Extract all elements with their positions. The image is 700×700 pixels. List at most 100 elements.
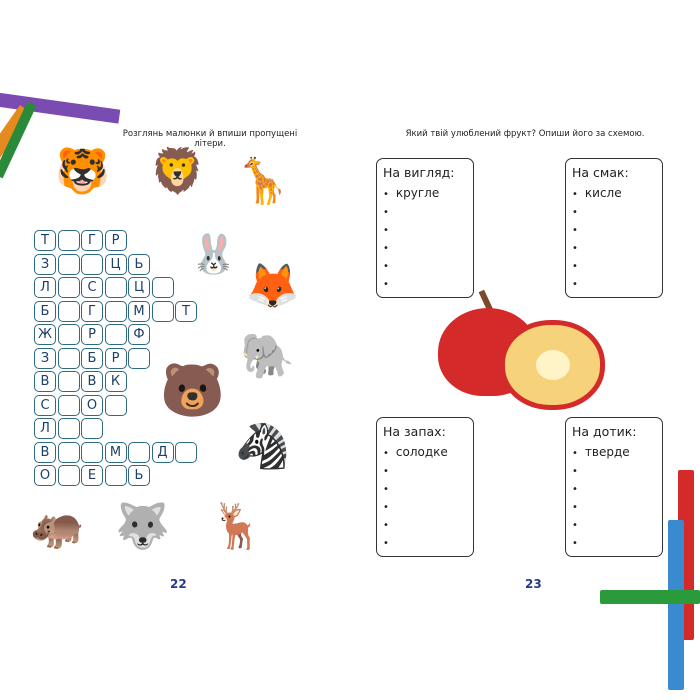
letter-cell[interactable]: О [81,394,103,416]
letter-cell[interactable]: В [81,371,103,392]
page-number-left: 22 [170,577,187,591]
box-title: На смак: [572,165,629,180]
letter-cell[interactable] [104,465,127,486]
bullet-item[interactable] [383,497,467,515]
description-box: На вигляд: кругле [376,158,474,298]
letter-cell[interactable]: Ц [104,253,127,275]
bear-image: 🐻 [160,361,225,421]
zebra-image: 🦓 [235,421,290,472]
bullet-item[interactable] [572,497,656,515]
letter-cell[interactable] [57,253,80,275]
letter-cell[interactable] [151,300,174,322]
letter-cell[interactable]: Б [34,300,56,322]
letter-cell[interactable] [57,465,80,486]
letter-cell[interactable]: В [34,441,56,463]
bullet-item[interactable] [383,479,467,497]
letter-cell[interactable]: Т [175,300,197,322]
letter-cell[interactable] [81,441,103,463]
giraffe-image: 🦒 [235,156,290,207]
letter-cell[interactable] [104,394,127,416]
letter-cell[interactable]: Ф [128,324,150,345]
letter-cell[interactable]: Р [104,347,127,369]
grid-row: Л [34,418,197,440]
bullet-item[interactable] [383,461,467,479]
bullet-item[interactable]: тверде [572,443,656,461]
letter-cell[interactable]: Б [81,347,103,369]
letter-cell[interactable]: З [34,347,56,369]
letter-cell[interactable] [57,230,80,251]
page-number-right: 23 [525,577,542,591]
bullet-item[interactable] [383,533,467,551]
letter-cell[interactable]: Г [81,230,103,251]
letter-cell[interactable]: Л [34,418,56,439]
letter-cell[interactable]: М [128,300,150,322]
letter-cell[interactable]: Д [151,441,174,463]
bullet-item[interactable] [572,256,656,274]
letter-cell[interactable]: Т [34,230,56,251]
letter-cell[interactable] [57,441,80,463]
bullet-item[interactable] [383,238,467,256]
letter-cell[interactable] [57,300,80,322]
left-instruction: Розглянь малюнки й впиши пропущені літер… [122,129,298,149]
bullet-item[interactable] [572,220,656,238]
letter-cell[interactable] [175,441,197,463]
letter-cell[interactable] [57,371,80,392]
bullet-item[interactable] [383,202,467,220]
letter-cell[interactable] [57,418,80,439]
bullet-item[interactable] [572,202,656,220]
elephant-image: 🐘 [240,331,295,382]
letter-cell[interactable] [57,324,80,345]
letter-cell[interactable] [81,418,103,439]
rabbit-image: 🐰 [190,232,238,276]
letter-cell[interactable] [128,441,150,463]
letter-cell[interactable]: Е [81,465,103,486]
description-box: На запах: солодке [376,417,474,557]
bullet-item[interactable] [383,256,467,274]
hippo-image: 🦛 [30,501,85,552]
bullet-item[interactable] [572,479,656,497]
bullet-item[interactable]: кругле [383,184,467,202]
letter-cell[interactable]: В [34,371,56,392]
letter-cell[interactable]: Ь [128,253,150,275]
letter-cell[interactable]: Ь [128,465,150,486]
letter-cell[interactable] [104,324,127,345]
letter-cell[interactable] [151,277,174,298]
letter-cell[interactable]: С [81,277,103,298]
letter-cell[interactable]: Р [104,230,127,251]
bullet-item[interactable] [383,220,467,238]
letter-cell[interactable] [104,277,127,298]
bullet-item[interactable] [572,461,656,479]
letter-cell[interactable]: Л [34,277,56,298]
letter-cell[interactable]: З [34,253,56,275]
letter-cell[interactable]: Р [81,324,103,345]
letter-cell[interactable] [81,253,103,275]
bullet-item[interactable]: кисле [572,184,656,202]
bullet-item[interactable] [572,533,656,551]
bullet-item[interactable] [572,238,656,256]
letter-cell[interactable] [57,347,80,369]
bullet-item[interactable]: солодке [383,443,467,461]
letter-cell[interactable]: С [34,394,56,416]
box-title: На запах: [383,424,446,439]
bullet-item[interactable] [572,515,656,533]
deer-image: 🦌 [210,501,265,552]
letter-cell[interactable]: М [104,441,127,463]
letter-cell[interactable]: Г [81,300,103,322]
letter-cell[interactable] [57,277,80,298]
letter-cell[interactable] [128,347,150,369]
letter-cell[interactable]: О [34,465,56,486]
letter-cell[interactable] [57,394,80,416]
box-title: На дотик: [572,424,637,439]
letter-cell[interactable]: Ж [34,324,56,345]
letter-cell[interactable] [104,300,127,322]
letter-cell[interactable]: Ц [128,277,150,298]
bullet-item[interactable] [383,515,467,533]
letter-cell[interactable]: К [104,371,127,392]
